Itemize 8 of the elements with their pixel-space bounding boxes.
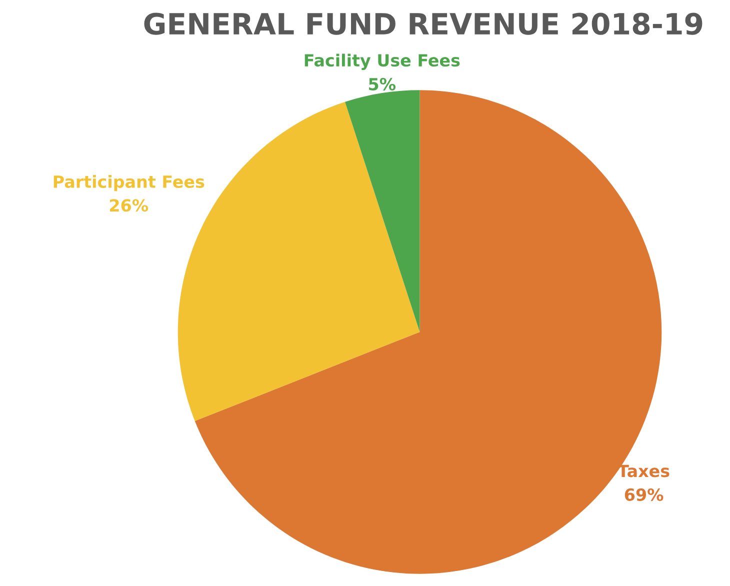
slice-label: Facility Use Fees (304, 54, 460, 70)
data-label: 26% (110, 199, 148, 212)
slice-label: Participant Fees (54, 175, 204, 192)
chart-title: GENERAL FUND REVENUE 2018-19 (144, 12, 702, 35)
data-label: 69% (624, 488, 664, 501)
pie-slice (345, 90, 420, 332)
slice-label: Taxes (618, 464, 670, 478)
data-label: 5% (369, 78, 396, 90)
